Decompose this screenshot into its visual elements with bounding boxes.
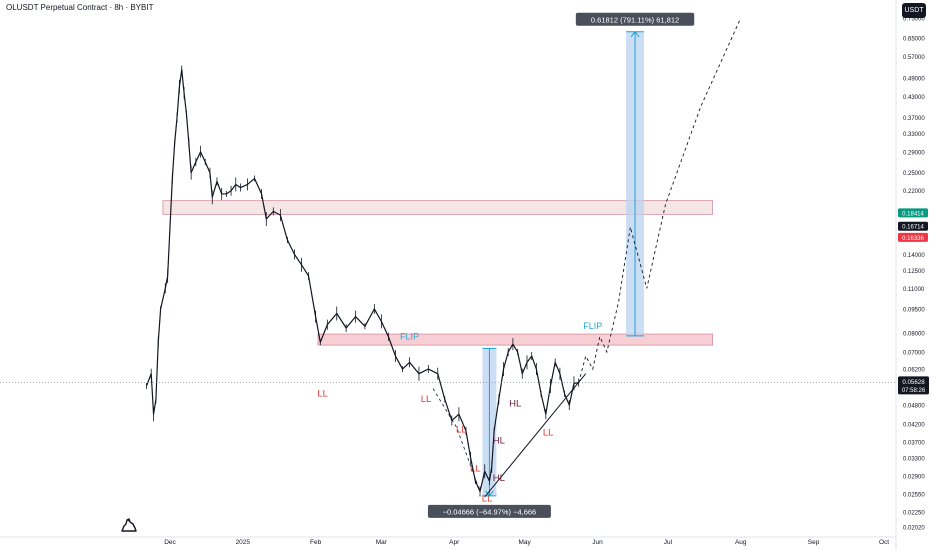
price-marker-bg bbox=[898, 232, 928, 242]
y-tick-label: 0.14000 bbox=[903, 253, 925, 259]
ascending-trendline bbox=[484, 373, 587, 498]
x-tick-label: Dec bbox=[164, 539, 176, 546]
y-tick-label: 0.03300 bbox=[903, 456, 925, 462]
x-tick-label: Jul bbox=[664, 539, 673, 546]
previous-projection-line bbox=[432, 388, 481, 492]
last-price-pill bbox=[898, 376, 929, 395]
tradingview-icon bbox=[121, 518, 137, 532]
y-tick-label: 0.04800 bbox=[903, 404, 925, 410]
measure-label: −0.04666 (−64.97%) −4,666 bbox=[443, 507, 537, 516]
x-tick-label: Oct bbox=[879, 539, 889, 546]
y-tick-label: 0.37000 bbox=[903, 116, 925, 122]
x-tick-label: May bbox=[519, 539, 532, 546]
x-tick-label: Jun bbox=[592, 539, 603, 546]
y-tick-label: 0.29000 bbox=[903, 150, 925, 156]
chart-title: OLUSDT Perpetual Contract · 8h · BYBIT bbox=[6, 3, 154, 12]
measure-label-bg bbox=[575, 12, 695, 26]
measure-label: 0.61812 (791.11%) 61,812 bbox=[591, 15, 679, 24]
x-tick-label: Aug bbox=[735, 539, 747, 546]
y-tick-label: 0.08000 bbox=[903, 332, 925, 338]
price-marker-bg bbox=[898, 221, 928, 231]
last-price-value: 0.05628 bbox=[902, 379, 925, 386]
y-tick-label: 0.33000 bbox=[903, 132, 925, 138]
y-tick-label: 0.02250 bbox=[903, 510, 925, 516]
y-tick-label: 0.02020 bbox=[903, 526, 925, 532]
price-marker-bg bbox=[898, 208, 928, 218]
higher-low-label: HL bbox=[493, 436, 505, 447]
measure-arrow-head bbox=[630, 30, 640, 38]
y-tick-label: 0.75000 bbox=[903, 17, 925, 23]
lower-low-label: LL bbox=[482, 494, 493, 505]
currency-button[interactable]: USDT bbox=[902, 3, 926, 18]
flip-label: FLIP bbox=[583, 321, 602, 331]
y-tick-label: 0.11000 bbox=[903, 287, 925, 293]
x-tick-label: 2025 bbox=[236, 539, 251, 546]
price-marker-label: 0.16714 bbox=[902, 225, 924, 231]
projection-path bbox=[578, 17, 742, 383]
measure-label-bg bbox=[427, 504, 551, 518]
lower-low-label: LL bbox=[470, 463, 481, 474]
y-tick-label: 0.22000 bbox=[903, 189, 925, 195]
price-marker-label: 0.16336 bbox=[902, 236, 924, 242]
price-line bbox=[145, 68, 579, 493]
x-tick-label: Mar bbox=[376, 539, 388, 546]
y-tick-label: 0.02550 bbox=[903, 493, 925, 499]
y-tick-label: 0.49000 bbox=[903, 76, 925, 82]
lower-low-label: LL bbox=[456, 425, 467, 436]
x-tick-label: Apr bbox=[449, 539, 460, 546]
y-tick-label: 0.43000 bbox=[903, 95, 925, 101]
x-tick-label: Feb bbox=[310, 539, 322, 546]
lower-low-label: LL bbox=[317, 389, 328, 400]
y-tick-label: 0.04200 bbox=[903, 422, 925, 428]
flip-label: FLIP bbox=[400, 331, 419, 341]
higher-low-label: HL bbox=[493, 473, 505, 484]
price-marker-label: 0.18414 bbox=[902, 211, 924, 217]
resistance-zone bbox=[162, 200, 713, 215]
y-tick-label: 0.03700 bbox=[903, 440, 925, 446]
flip-zone bbox=[317, 333, 713, 346]
y-tick-label: 0.02900 bbox=[903, 475, 925, 481]
y-tick-label: 0.25000 bbox=[903, 171, 925, 177]
higher-low-label: HL bbox=[509, 399, 521, 410]
y-tick-label: 0.07000 bbox=[903, 350, 925, 356]
lower-low-label: LL bbox=[543, 427, 554, 438]
x-tick-label: Sep bbox=[808, 539, 820, 546]
y-tick-label: 0.12500 bbox=[903, 269, 925, 275]
y-tick-label: 0.65000 bbox=[903, 37, 925, 43]
y-tick-label: 0.57000 bbox=[903, 55, 925, 61]
y-tick-label: 0.09500 bbox=[903, 307, 925, 313]
lower-low-label: LL bbox=[421, 394, 432, 405]
y-tick-label: 0.06200 bbox=[903, 368, 925, 374]
last-price-countdown: 07:58:26 bbox=[902, 388, 926, 394]
measure-arrow-head bbox=[485, 490, 494, 497]
